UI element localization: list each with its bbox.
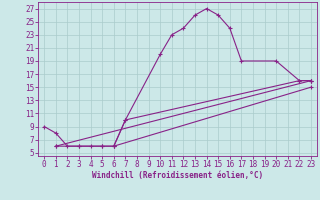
X-axis label: Windchill (Refroidissement éolien,°C): Windchill (Refroidissement éolien,°C) <box>92 171 263 180</box>
